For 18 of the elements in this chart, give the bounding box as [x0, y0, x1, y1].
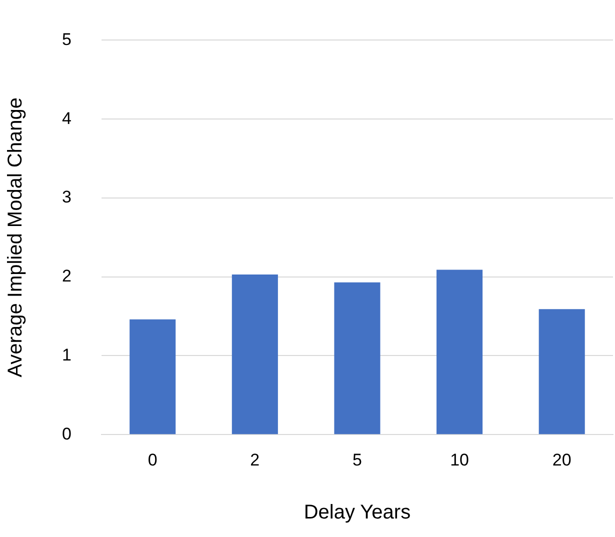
- bar: [436, 270, 483, 434]
- y-tick-label: 2: [62, 266, 72, 286]
- x-tick-label: 5: [352, 450, 362, 470]
- x-tick-label: 0: [148, 450, 158, 470]
- x-tick-label: 20: [552, 450, 572, 470]
- x-tick-label: 10: [450, 450, 469, 470]
- bar: [130, 319, 176, 434]
- bar: [334, 282, 380, 434]
- y-tick-label: 1: [62, 345, 72, 364]
- bar: [538, 309, 585, 434]
- x-axis-title: Delay Years: [304, 502, 411, 524]
- y-tick-label: 5: [62, 30, 72, 49]
- y-tick-label: 3: [62, 188, 72, 207]
- bar: [232, 274, 278, 434]
- y-axis-title: Average Implied Modal Change: [4, 97, 27, 378]
- x-tick-label: 2: [250, 450, 260, 470]
- y-tick-label: 4: [62, 108, 72, 128]
- y-tick-label: 0: [62, 424, 72, 444]
